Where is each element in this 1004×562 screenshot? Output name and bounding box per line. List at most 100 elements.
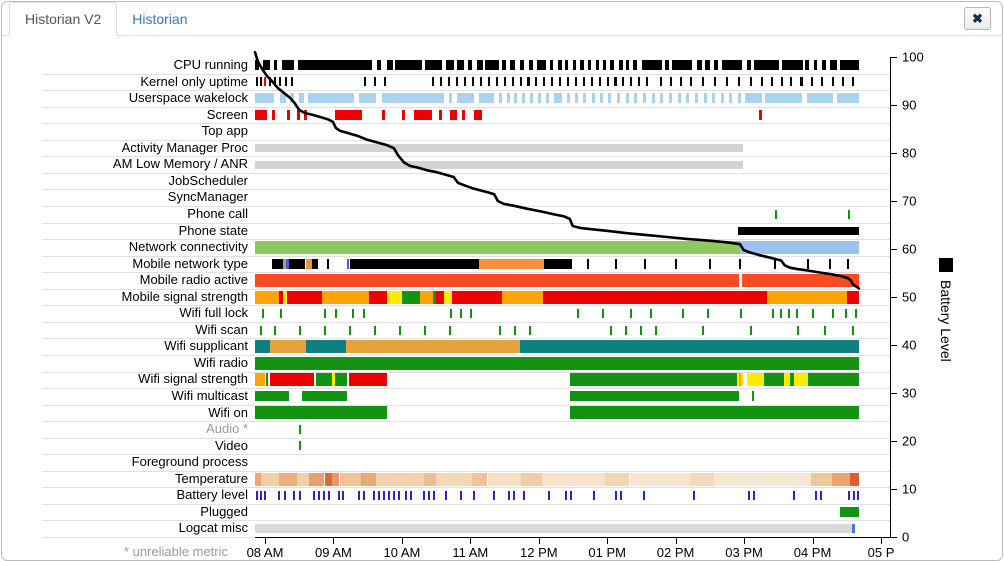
timeline-segment[interactable]	[299, 491, 302, 501]
timeline-segment[interactable]	[831, 472, 850, 486]
timeline-segment[interactable]	[499, 93, 502, 104]
timeline-segment[interactable]	[439, 77, 442, 87]
timeline-segment[interactable]	[288, 258, 306, 269]
timeline-segment[interactable]	[610, 60, 614, 71]
tab-historian[interactable]: Historian	[132, 11, 188, 27]
timeline-segment[interactable]	[337, 491, 340, 501]
timeline-segment[interactable]	[433, 290, 437, 304]
timeline-segment[interactable]	[323, 491, 326, 501]
timeline-segment[interactable]	[279, 472, 298, 486]
timeline-segment[interactable]	[692, 491, 696, 501]
timeline-segment[interactable]	[255, 373, 266, 387]
timeline-segment[interactable]	[598, 77, 601, 87]
timeline-segment[interactable]	[264, 77, 267, 87]
timeline-segment[interactable]	[796, 325, 799, 335]
timeline-segment[interactable]	[775, 209, 778, 219]
timeline-segment[interactable]	[703, 93, 707, 104]
timeline-segment[interactable]	[529, 325, 532, 335]
timeline-segment[interactable]	[602, 60, 607, 71]
timeline-segment[interactable]	[363, 77, 366, 87]
timeline-segment[interactable]	[459, 309, 462, 319]
timeline-segment[interactable]	[697, 60, 703, 71]
timeline-segment[interactable]	[332, 472, 340, 486]
timeline-segment[interactable]	[590, 77, 593, 87]
timeline-segment[interactable]	[387, 60, 393, 71]
timeline-segment[interactable]	[705, 60, 710, 71]
timeline-segment[interactable]	[639, 325, 642, 335]
timeline-segment[interactable]	[496, 77, 499, 87]
timeline-segment[interactable]	[807, 258, 810, 269]
timeline-segment[interactable]	[671, 60, 693, 71]
timeline-segment[interactable]	[499, 325, 502, 335]
timeline-segment[interactable]	[299, 441, 302, 451]
timeline-segment[interactable]	[740, 373, 743, 387]
timeline-segment[interactable]	[514, 325, 517, 335]
timeline-segment[interactable]	[398, 325, 401, 335]
timeline-segment[interactable]	[547, 491, 551, 501]
timeline-segment[interactable]	[842, 77, 845, 87]
timeline-segment[interactable]	[728, 93, 732, 104]
timeline-segment[interactable]	[551, 77, 554, 87]
timeline-segment[interactable]	[377, 60, 381, 71]
timeline-segment[interactable]	[848, 491, 851, 501]
timeline-segment[interactable]	[569, 491, 572, 501]
timeline-segment[interactable]	[479, 77, 482, 87]
timeline-segment[interactable]	[358, 491, 361, 501]
timeline-segment[interactable]	[576, 309, 580, 319]
timeline-segment[interactable]	[346, 258, 349, 269]
timeline-segment[interactable]	[323, 325, 327, 335]
timeline-segment[interactable]	[846, 290, 859, 304]
timeline-segment[interactable]	[255, 60, 260, 71]
timeline-segment[interactable]	[290, 93, 295, 104]
timeline-segment[interactable]	[273, 60, 277, 71]
timeline-segment[interactable]	[569, 373, 737, 387]
timeline-segment[interactable]	[472, 472, 488, 486]
timeline-segment[interactable]	[485, 60, 499, 71]
timeline-segment[interactable]	[436, 290, 445, 304]
timeline-segment[interactable]	[519, 77, 522, 87]
timeline-segment[interactable]	[522, 93, 525, 104]
timeline-segment[interactable]	[714, 472, 811, 486]
timeline-segment[interactable]	[503, 77, 506, 87]
timeline-segment[interactable]	[820, 77, 824, 87]
timeline-segment[interactable]	[279, 77, 282, 87]
timeline-segment[interactable]	[256, 491, 259, 501]
timeline-segment[interactable]	[714, 60, 719, 71]
timeline-segment[interactable]	[291, 77, 294, 87]
timeline-segment[interactable]	[502, 290, 544, 304]
timeline-segment[interactable]	[592, 93, 595, 104]
timeline-segment[interactable]	[607, 93, 611, 104]
timeline-segment[interactable]	[255, 472, 261, 486]
timeline-segment[interactable]	[262, 309, 265, 319]
timeline-segment[interactable]	[424, 60, 443, 71]
timeline-segment[interactable]	[369, 290, 388, 304]
timeline-segment[interactable]	[836, 93, 859, 104]
timeline-segment[interactable]	[527, 77, 530, 87]
timeline-segment[interactable]	[436, 472, 473, 486]
timeline-segment[interactable]	[541, 472, 606, 486]
timeline-segment[interactable]	[259, 77, 262, 87]
timeline-segment[interactable]	[279, 290, 284, 304]
timeline-segment[interactable]	[747, 491, 751, 501]
timeline-segment[interactable]	[326, 258, 330, 269]
timeline-segment[interactable]	[599, 93, 603, 104]
timeline-segment[interactable]	[668, 93, 672, 104]
timeline-segment[interactable]	[520, 340, 859, 354]
timeline-segment[interactable]	[255, 144, 743, 153]
timeline-segment[interactable]	[810, 77, 813, 87]
timeline-segment[interactable]	[363, 491, 366, 501]
timeline-segment[interactable]	[502, 60, 506, 71]
timeline-segment[interactable]	[800, 77, 803, 87]
timeline-segment[interactable]	[342, 491, 345, 501]
timeline-segment[interactable]	[857, 491, 860, 501]
timeline-segment[interactable]	[779, 309, 783, 319]
timeline-segment[interactable]	[650, 309, 653, 319]
timeline-segment[interactable]	[828, 258, 831, 269]
timeline-segment[interactable]	[255, 406, 388, 420]
timeline-segment[interactable]	[659, 77, 662, 87]
timeline-segment[interactable]	[737, 373, 739, 387]
timeline-segment[interactable]	[549, 60, 554, 71]
timeline-segment[interactable]	[583, 77, 586, 87]
timeline-segment[interactable]	[689, 472, 715, 486]
timeline-segment[interactable]	[535, 77, 538, 87]
